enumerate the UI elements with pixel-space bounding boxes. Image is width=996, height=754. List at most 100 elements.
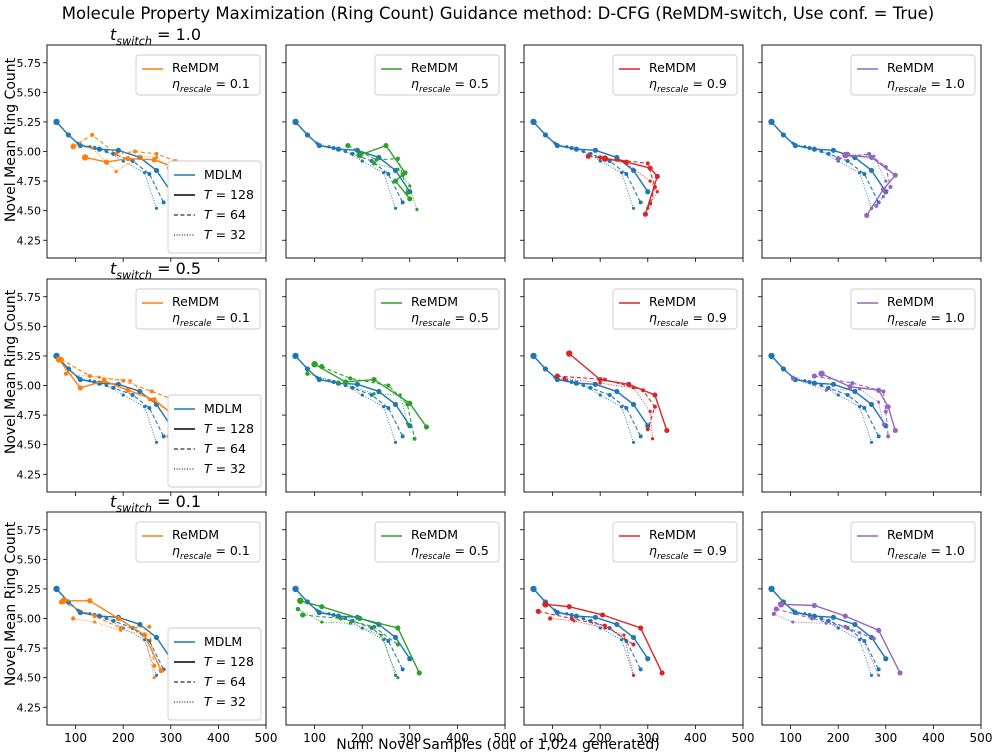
mdlm-t128-point	[868, 167, 875, 174]
remdm-t32-point	[119, 628, 123, 632]
remdm-t32-point	[648, 179, 652, 183]
remdm-t32-point	[845, 151, 850, 157]
mdlm-t32-point	[54, 586, 59, 592]
legend-eta-label: ηrescale = 1.0	[887, 76, 965, 95]
remdm-t128-point	[87, 598, 93, 604]
x-tick-label: 300	[636, 731, 659, 745]
remdm-t128-point	[115, 615, 122, 622]
remdm-t64-point	[809, 616, 814, 621]
mdlm-t64-point	[111, 618, 116, 623]
mdlm-t128-point	[614, 388, 620, 395]
y-tick-label: 4.75	[17, 409, 42, 422]
remdm-t128-point	[638, 625, 644, 631]
remdm-t64-point	[886, 434, 891, 439]
mdlm-t32-point	[293, 353, 298, 359]
mdlm-t32-line	[771, 121, 872, 209]
mdlm-t64-line	[533, 121, 642, 203]
remdm-t32-point	[295, 606, 301, 612]
mdlm-t32-point	[857, 171, 862, 175]
y-tick-label: 5.75	[17, 524, 42, 537]
x-tick-label: 500	[970, 731, 993, 745]
remdm-t32-point	[396, 676, 400, 680]
legend-box	[374, 288, 500, 330]
x-tick-label: 200	[827, 731, 850, 745]
remdm-t64-point	[395, 642, 400, 647]
remdm-t64-point	[569, 616, 574, 621]
mdlm-t32-point	[327, 612, 331, 616]
remdm-t128-point	[342, 379, 349, 385]
mdlm-t128-point	[153, 634, 160, 641]
mdlm-t64-point	[638, 434, 643, 439]
legend-t-label: T = 32	[204, 694, 246, 709]
mdlm-t32-point	[154, 440, 159, 444]
remdm-t64-point	[648, 201, 653, 206]
remdm-t32-point	[597, 155, 603, 160]
mdlm-t32-line	[771, 588, 872, 676]
mdlm-t32-point	[315, 141, 319, 145]
legend-remdm-label: ReMDM	[411, 527, 458, 542]
remdm-t64-point	[58, 356, 64, 363]
mdlm-t32-point	[803, 145, 807, 149]
mdlm-t128-point	[592, 614, 599, 620]
remdm-t32-point	[93, 620, 97, 624]
mdlm-t64-point	[638, 200, 643, 205]
remdm-t128-point	[847, 384, 853, 390]
remdm-t32-point	[631, 386, 636, 390]
remdm-t64-point	[554, 373, 560, 379]
remdm-t32-line	[373, 162, 418, 210]
mdlm-t64-point	[826, 385, 831, 390]
remdm-t128-point	[642, 211, 649, 217]
mdlm-t64-point	[862, 638, 867, 643]
legend-remdm-label: ReMDM	[172, 294, 219, 309]
remdm-t64-point	[883, 164, 888, 169]
remdm-t32-point	[790, 376, 796, 381]
x-axis-label: Num. Novel Samples (out of 1,024 generat…	[336, 737, 659, 753]
mdlm-t128-point	[830, 147, 837, 153]
mdlm-t128-point	[614, 621, 620, 628]
remdm-t64-line	[61, 601, 155, 666]
mdlm-t32-point	[315, 608, 319, 612]
remdm-t64-point	[92, 614, 97, 619]
mdlm-t64-point	[111, 385, 116, 390]
mdlm-t32-point	[769, 119, 774, 125]
mdlm-t32-point	[565, 379, 569, 383]
remdm-t128-point	[597, 376, 603, 383]
x-tick-label: 300	[398, 731, 421, 745]
remdm-t32-point	[872, 154, 876, 158]
y-tick-label: 4.75	[17, 175, 42, 188]
legend-eta-label: ηrescale = 0.9	[649, 543, 727, 562]
mdlm-t32-line	[533, 588, 634, 676]
legend-mdlm-label: MDLM	[204, 634, 242, 649]
mdlm-t32-point	[769, 353, 774, 359]
legend-remdm-label: ReMDM	[411, 60, 458, 75]
remdm-t64-point	[645, 427, 650, 432]
remdm-t32-point	[405, 421, 410, 425]
mdlm-t32-point	[327, 379, 331, 383]
mdlm-t64-point	[350, 385, 355, 390]
remdm-t32-point	[408, 184, 412, 188]
y-tick-label: 5.25	[17, 350, 42, 363]
x-tick-label: 200	[112, 731, 135, 745]
mdlm-t128-point	[852, 388, 858, 395]
legend-box	[612, 288, 738, 330]
remdm-t32-point	[857, 387, 862, 391]
remdm-t128-point	[811, 602, 817, 609]
remdm-t128-point	[392, 178, 399, 184]
y-tick-label: 5.75	[17, 57, 42, 70]
mdlm-t32-point	[305, 133, 310, 137]
remdm-t32-point	[624, 161, 628, 165]
mdlm-t128-point	[645, 656, 651, 662]
y-tick-label: 5.50	[17, 86, 42, 99]
remdm-t128-point	[151, 397, 157, 403]
remdm-t32-point	[396, 167, 400, 171]
mdlm-t64-point	[350, 151, 355, 156]
mdlm-t64-point	[624, 171, 629, 176]
mdlm-t32-point	[869, 673, 874, 677]
